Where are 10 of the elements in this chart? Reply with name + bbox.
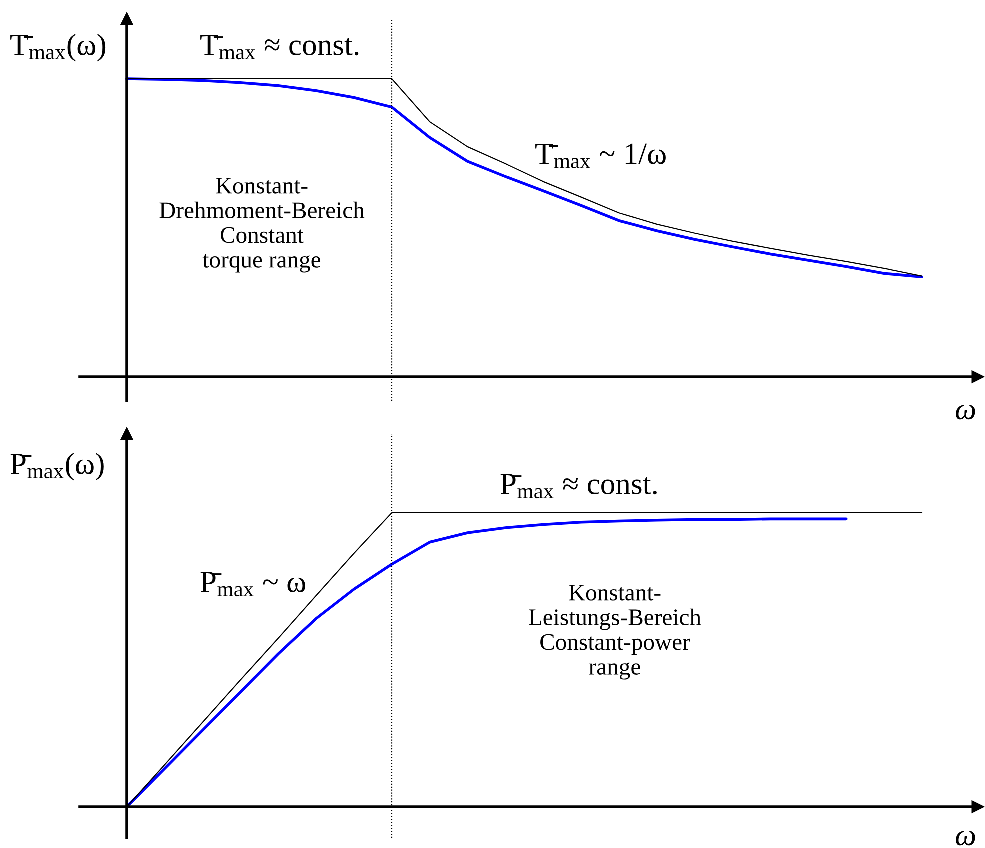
y-axis-title: T̄$_{max}$(ω): [10, 34, 106, 62]
annotation: Konstant- Leistungs-Bereich Constant-power range: [529, 585, 702, 680]
text: P̄$_{max}$ ≈ const.: [500, 474, 657, 499]
x-axis-title: ω: [956, 405, 976, 420]
annotation: P̄$_{max}$ ~ ω: [200, 572, 306, 597]
annotation: T̄$_{max}$ ~ 1/ω: [536, 144, 666, 168]
annotation: Konstant- Drehmoment-Bereich Constant torque range: [160, 178, 365, 273]
text: T̄$_{max}$ ≈ const.: [200, 35, 359, 60]
x-axis-title: ω: [956, 831, 976, 846]
y-axis-title: P̄$_{max}$(ω): [10, 452, 104, 481]
